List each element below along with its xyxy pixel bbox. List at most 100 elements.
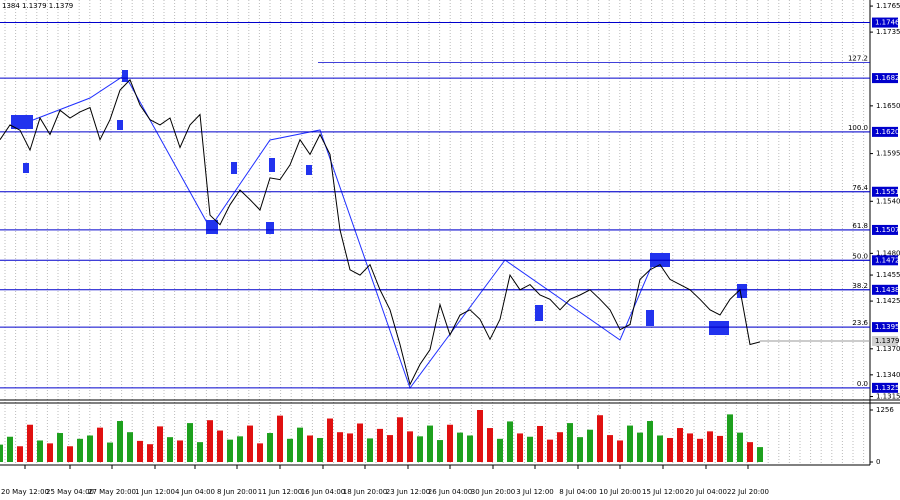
volume-bar: [147, 444, 153, 462]
price-level-label: 1.1395: [875, 323, 900, 331]
marker: [737, 284, 747, 298]
volume-bar: [577, 437, 583, 462]
x-tick-label: 3 Jul 12:00: [516, 488, 554, 496]
volume-bar: [167, 437, 173, 462]
volume-bar: [17, 446, 23, 462]
y-tick-label: 1.1765: [876, 2, 900, 10]
price-level-label: 1.1325: [875, 384, 900, 392]
markers: [11, 70, 747, 335]
volume-bar: [517, 433, 523, 462]
volume-bar: [327, 418, 333, 462]
volume-bar: [317, 437, 323, 462]
volume-bar: [747, 442, 753, 462]
volume-bar: [67, 446, 73, 462]
x-tick-label: 8 Jun 20:00: [217, 488, 257, 496]
volume-bar: [287, 438, 293, 462]
volume-bar: [607, 435, 613, 462]
volume-bar: [377, 428, 383, 462]
price-level-label: 1.1507: [875, 226, 900, 234]
volume-bar: [527, 436, 533, 462]
price-level-label: 1.1682: [875, 74, 900, 82]
volume-bar: [547, 439, 553, 462]
volume-bar: [397, 417, 403, 462]
volume-bar: [27, 424, 33, 462]
volume-bar: [417, 436, 423, 462]
volume-bar: [37, 440, 43, 462]
volume-bar: [0, 444, 3, 462]
volume-bar: [7, 436, 13, 462]
x-tick-label: 16 Jun 04:00: [301, 488, 345, 496]
volume-bar: [347, 433, 353, 462]
volume-bar: [687, 433, 693, 462]
volume-bar: [597, 415, 603, 462]
last-price-label: 1.1379: [875, 337, 900, 345]
fib-label: 76.4: [852, 184, 868, 192]
volume-bar: [697, 438, 703, 462]
volume-bar: [177, 440, 183, 462]
x-tick-label: 15 Jul 12:00: [642, 488, 684, 496]
volume-bar: [447, 424, 453, 462]
y-tick-label: 1.1540: [876, 197, 900, 205]
x-tick-label: 20 Jul 04:00: [685, 488, 727, 496]
volume-bar: [277, 415, 283, 462]
volume-bar: [107, 442, 113, 462]
volume-bar: [137, 440, 143, 462]
y-tick-label: 1.1480: [876, 249, 900, 257]
x-tick-label: 30 Jun 20:00: [471, 488, 515, 496]
volume-bar: [237, 436, 243, 462]
volume-bar: [157, 426, 163, 462]
volume-bar: [707, 431, 713, 462]
marker: [535, 305, 543, 321]
last-price-box: [872, 335, 898, 346]
x-tick-label: 20 May 12:00: [1, 488, 49, 496]
fib-label: 0.0: [857, 380, 868, 388]
fib-label: 23.6: [852, 319, 868, 327]
price-level-label: 1.1746: [875, 19, 900, 27]
x-tick-label: 26 Jun 04:00: [428, 488, 472, 496]
volume-bar: [717, 435, 723, 462]
price-level-box: [872, 322, 898, 333]
price-level-label: 1.1620: [875, 128, 900, 136]
price-level-box: [872, 382, 898, 393]
x-tick-label: 22 Jul 20:00: [727, 488, 769, 496]
volume-bar: [587, 429, 593, 462]
volume-bar: [497, 438, 503, 462]
marker: [269, 158, 275, 172]
volume-bar: [227, 439, 233, 462]
x-tick-label: 23 Jun 12:00: [386, 488, 430, 496]
volume-bar: [247, 425, 253, 462]
volume-bar: [537, 425, 543, 462]
volume-bar: [507, 421, 513, 462]
marker: [231, 162, 237, 174]
volume-bar: [477, 410, 483, 462]
fib-label: 100.0: [848, 124, 868, 132]
volume-bar: [297, 427, 303, 462]
price-level-box: [872, 17, 898, 28]
marker: [206, 220, 218, 234]
x-tick-label: 10 Jul 20:00: [599, 488, 641, 496]
y-tick-label: 1.1315: [876, 393, 900, 401]
volume-bar: [657, 435, 663, 462]
fib-label: 38.2: [852, 282, 868, 290]
volume-bar: [757, 447, 763, 462]
volume-bar: [87, 435, 93, 462]
volume-bar: [337, 432, 343, 462]
x-tick-label: 1 Jun 12:00: [135, 488, 175, 496]
price-line: [0, 78, 761, 386]
volume-bar: [357, 423, 363, 462]
fib-label: 127.2: [848, 54, 868, 62]
volume-bar: [307, 435, 313, 462]
price-level-box: [872, 73, 898, 84]
volume-bar: [437, 440, 443, 462]
volume-bar: [127, 432, 133, 462]
y-tick-label: 1.1455: [876, 271, 900, 279]
x-tick-label: 4 Jun 04:00: [175, 488, 215, 496]
price-level-box: [872, 224, 898, 235]
volume-bar: [197, 442, 203, 462]
price-level-label: 1.1551: [875, 188, 900, 196]
marker: [709, 321, 729, 335]
x-tick-label: 18 Jun 20:00: [343, 488, 387, 496]
zigzag-line: [19, 74, 656, 390]
volume-bar: [557, 432, 563, 462]
marker: [11, 115, 33, 129]
